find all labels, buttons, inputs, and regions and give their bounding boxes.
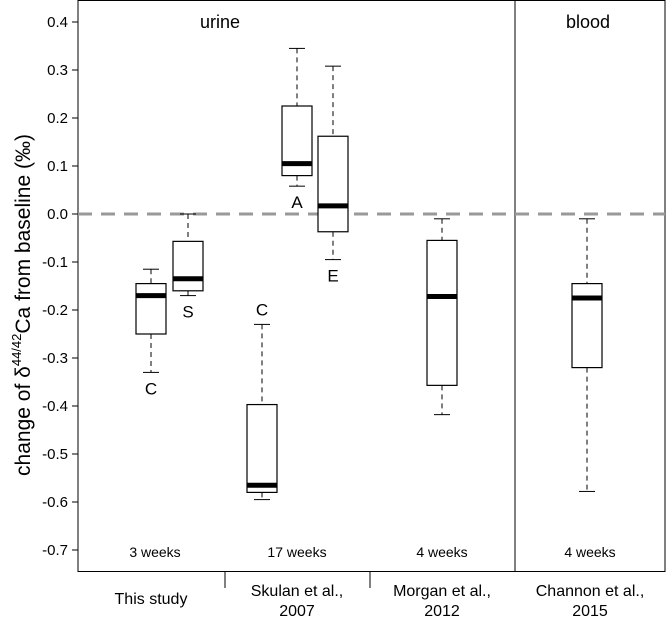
box-label: E [327, 267, 338, 286]
y-axis: 0.4 0.3 0.2 0.1 0.0 -0.1 -0.2 -0.3 -0.4 -0.5 -0.6 -… [42, 14, 78, 559]
box-iqr [246, 403, 278, 493]
category-label-line2: 2007 [279, 603, 315, 620]
box-label: C [256, 300, 268, 319]
category-label: Channon et al., [536, 583, 645, 600]
box-group [571, 218, 603, 492]
y-tick-label: 0.4 [47, 14, 68, 31]
panel-label-blood: blood [566, 12, 610, 32]
category-label-line2: 2012 [424, 603, 460, 620]
box-group: C [246, 300, 278, 501]
box-label: A [291, 193, 303, 212]
y-axis-title-superscript: 44/42 [9, 334, 24, 367]
y-tick-label: -0.1 [42, 254, 68, 271]
y-tick-label: -0.3 [42, 350, 68, 367]
box-group [426, 218, 458, 416]
y-tick-label: -0.4 [42, 398, 68, 415]
box-iqr [317, 135, 349, 233]
box-group: A [281, 47, 313, 212]
plot-frame [77, 0, 666, 588]
boxes-layer: C S C A E [135, 47, 603, 501]
y-axis-title: change of δ44/42Ca from baseline (‰) [9, 134, 35, 476]
box-group: S [172, 213, 204, 322]
box-group: E [317, 65, 349, 286]
category-label-line2: 2015 [572, 603, 608, 620]
y-tick-label: -0.6 [42, 494, 68, 511]
y-tick-label: -0.5 [42, 446, 68, 463]
panel-label-urine: urine [200, 12, 240, 32]
duration-label: 17 weeks [267, 544, 326, 560]
y-tick-label: 0.2 [47, 110, 68, 127]
y-tick-label: -0.7 [42, 542, 68, 559]
category-label: Skulan et al., [251, 583, 344, 600]
duration-label: 3 weeks [129, 544, 180, 560]
y-tick-label: 0.3 [47, 62, 68, 79]
box-label: C [145, 379, 157, 398]
box-iqr [135, 283, 167, 335]
category-label: This study [115, 591, 188, 608]
y-tick-label: 0.1 [47, 158, 68, 175]
box-group: C [135, 268, 167, 398]
y-tick-label: 0.0 [47, 206, 68, 223]
y-axis-title-delta: δ [12, 366, 35, 378]
y-tick-label: -0.2 [42, 302, 68, 319]
category-label: Morgan et al., [393, 583, 491, 600]
y-axis-title-suffix: Ca from baseline (‰) [12, 134, 35, 334]
duration-label: 4 weeks [416, 544, 467, 560]
plot-border [77, 0, 666, 572]
duration-label: 4 weeks [564, 544, 615, 560]
box-label: S [182, 303, 193, 322]
box-iqr [426, 239, 458, 386]
box-iqr [172, 240, 204, 292]
y-axis-title-prefix: change of [12, 378, 35, 476]
